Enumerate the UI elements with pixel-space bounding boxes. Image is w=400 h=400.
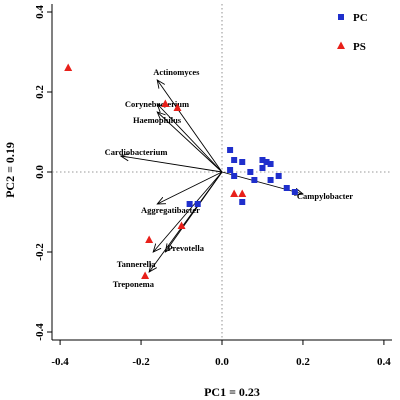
vector-arrow: [157, 80, 223, 173]
ps-point: [177, 221, 186, 229]
pc-point: [231, 157, 238, 163]
vector-arrow: [157, 104, 223, 173]
y-tick-label: -0.4: [34, 323, 46, 341]
pc-point: [251, 177, 258, 183]
y-tick-label: 0.0: [34, 165, 46, 179]
data-points: [64, 63, 298, 279]
vector-label: Corynebacterium: [125, 99, 189, 109]
vector-arrow: [121, 156, 223, 173]
vector-arrow: [157, 171, 223, 204]
legend-marker-pc: [338, 14, 344, 20]
pc-point: [231, 173, 238, 179]
vector-label: Actinomyces: [153, 67, 200, 77]
loading-vectors: Actinomyces Corynebacterium Haemophilus Car…: [105, 67, 354, 289]
ps-point: [230, 189, 239, 197]
pc-point: [227, 167, 234, 173]
vector-arrow: [157, 112, 223, 173]
x-tick-label: -0.2: [132, 356, 150, 368]
ps-point: [64, 63, 73, 71]
vector-label: Prevotella: [167, 243, 204, 253]
ps-point: [173, 103, 182, 111]
ps-point: [238, 189, 247, 197]
pc-point: [259, 165, 266, 171]
pc-point: [239, 159, 246, 165]
ps-point: [145, 235, 154, 243]
x-tick-label: 0.2: [296, 356, 310, 368]
pc-point: [267, 177, 274, 183]
pc-point: [227, 147, 234, 153]
y-tick-label: -0.2: [34, 243, 46, 261]
pc-point: [267, 161, 274, 167]
pc-point: [259, 157, 266, 163]
pc-point: [275, 173, 282, 179]
y-tick-label: 0.2: [34, 85, 46, 99]
pc-point: [186, 201, 193, 207]
vector-label: Campylobacter: [297, 191, 353, 201]
legend-marker-ps: [337, 41, 345, 49]
x-axis-label: PC1 = 0.23: [204, 385, 260, 399]
x-tick-label: 0.4: [377, 356, 391, 368]
vector-label: Haemophilus: [133, 115, 182, 125]
vector-label: Aggregatibacter: [141, 205, 200, 215]
vector-label: Treponema: [113, 279, 155, 289]
x-tick-label: -0.4: [51, 356, 69, 368]
legend-label-pc: PC: [353, 12, 368, 24]
vector-label: Cardiobacterium: [105, 147, 168, 157]
legend: PC PS: [337, 12, 368, 53]
ps-point: [141, 271, 150, 279]
y-tick-label: 0.4: [34, 5, 46, 19]
y-axis-label: PC2 = 0.19: [3, 142, 17, 198]
vector-label: Tannerella: [117, 259, 156, 269]
x-tick-label: 0.0: [215, 356, 229, 368]
pc-point: [263, 159, 270, 165]
pc-point: [283, 185, 290, 191]
vector-arrow: [149, 171, 223, 272]
pc-point: [194, 201, 201, 207]
legend-label-ps: PS: [353, 41, 366, 53]
ps-point: [161, 99, 170, 107]
vector-arrow: [153, 171, 223, 252]
axes: -0.4 -0.2 0.0 0.2 0.4 -0.4 -0.2 0.0 0.2 0.4: [34, 4, 392, 368]
pc-point: [291, 189, 298, 195]
pc-point: [247, 169, 254, 175]
pc-point: [239, 199, 246, 205]
